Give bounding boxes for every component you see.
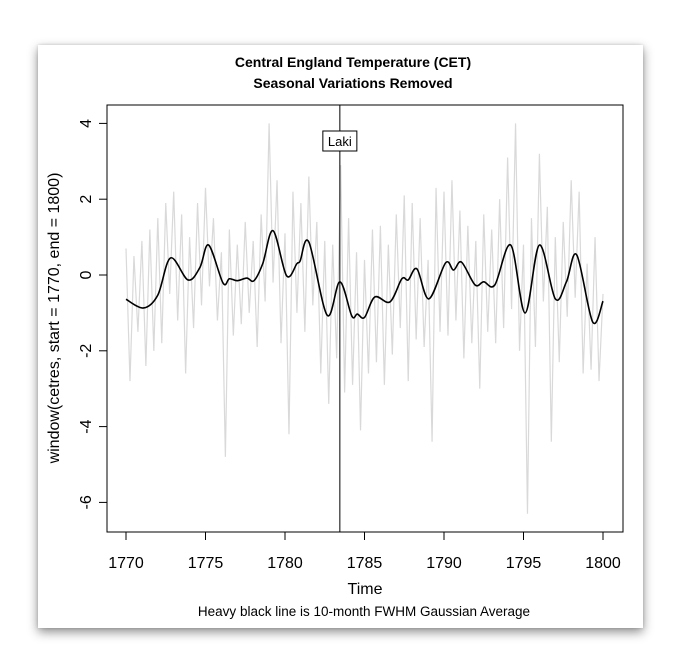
smooth-series [125, 229, 604, 325]
x-tick-label: 1800 [585, 555, 621, 572]
smooth-series-line [125, 229, 604, 325]
x-axis: 1770 1775 1780 1785 1790 1795 1800 [108, 531, 621, 572]
y-axis-label: window(cetres, start = 1770, end = 1800) [46, 173, 63, 465]
y-tick-label: -2 [78, 344, 95, 358]
x-tick-label: 1790 [426, 555, 462, 572]
chart-title: Central England Temperature (CET) [235, 54, 471, 70]
x-axis-label: Time [348, 581, 383, 598]
chart-subtitle: Seasonal Variations Removed [253, 75, 452, 91]
chart-caption: Heavy black line is 10-month FWHM Gaussi… [198, 604, 530, 619]
raw-series [125, 123, 604, 514]
x-tick-label: 1770 [108, 555, 144, 572]
y-tick-label: -4 [78, 419, 95, 433]
x-tick-label: 1785 [347, 555, 383, 572]
y-axis: -6 -4 -2 0 2 4 [78, 119, 107, 510]
x-tick-label: 1775 [188, 555, 224, 572]
y-tick-label: 2 [78, 195, 95, 204]
y-tick-label: 4 [78, 119, 95, 128]
y-tick-label: 0 [78, 270, 95, 279]
x-tick-label: 1780 [267, 555, 303, 572]
raw-series-line [125, 123, 604, 514]
laki-label-box [322, 130, 358, 152]
laki-label: Laki [328, 134, 352, 149]
y-tick-label: -6 [78, 495, 95, 509]
laki-annotation: Laki [322, 105, 358, 532]
x-tick-label: 1795 [506, 555, 542, 572]
